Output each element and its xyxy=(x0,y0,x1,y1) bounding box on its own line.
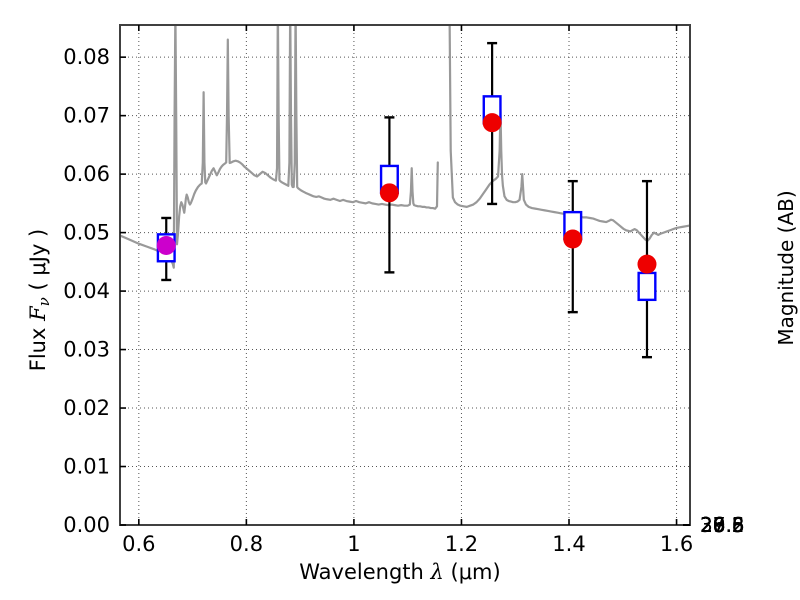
observed-photometry-marker-2 xyxy=(379,183,399,203)
spectrum-curve-0 xyxy=(120,25,439,269)
y-tick-label-6: 0.06 xyxy=(63,162,110,186)
x-axis-title: Wavelength λ (μm) xyxy=(0,560,800,584)
magnitude-tick-label-3: 27.2 xyxy=(700,513,745,537)
axis-ticks xyxy=(120,25,690,526)
axes-frame xyxy=(119,24,691,526)
y-tick-label-1: 0.01 xyxy=(63,455,110,479)
y-axis-title-right: Magnitude (AB) xyxy=(774,190,798,346)
y-axis-flux-symbol: F xyxy=(26,306,50,321)
x-axis-title-unit: (μm) xyxy=(443,560,501,584)
y-axis-title-left: Flux Fν ( μJy ) xyxy=(18,0,58,600)
y-tick-label-8: 0.08 xyxy=(63,45,110,69)
y-axis-title-prefix: Flux xyxy=(26,320,50,372)
spectrum-curves xyxy=(120,25,690,269)
y-tick-label-3: 0.03 xyxy=(63,338,110,362)
x-tick-label-3: 1.2 xyxy=(445,532,478,556)
magnitude-tick-label-6: 28.5 xyxy=(700,513,745,537)
y-tick-label-7: 0.07 xyxy=(63,104,110,128)
grid-lines xyxy=(120,25,690,526)
y-tick-label-5: 0.05 xyxy=(63,221,110,245)
x-tick-label-1: 0.8 xyxy=(230,532,263,556)
axis-tick-labels: 0.6 0.8 1 1.2 1.4 1.6 0.00 0.01 0.02 0.03 0.04 0.05… xyxy=(63,45,744,556)
observed-photometry-marker-4 xyxy=(563,229,583,249)
y-tick-label-0: 0.00 xyxy=(63,513,110,537)
x-tick-label-0: 0.6 xyxy=(122,532,155,556)
observed-photometry-marker-3 xyxy=(482,113,502,133)
magnitude-tick-label-1: 26.8 xyxy=(700,513,745,537)
x-tick-label-2: 1 xyxy=(347,532,360,556)
observed-photometry-marker-1 xyxy=(156,235,176,255)
magnitude-tick-label-0: 26.6 xyxy=(700,513,745,537)
axis-frame xyxy=(119,24,691,526)
error-bars xyxy=(161,41,652,359)
observed-photometry-marker-5 xyxy=(637,254,657,274)
model-photometry-box-5 xyxy=(637,271,657,302)
y-axis-title-unit: ( μJy ) xyxy=(26,228,50,298)
photometry-markers xyxy=(156,113,657,274)
x-tick-label-5: 1.6 xyxy=(660,532,693,556)
photometry-boxes xyxy=(156,95,657,302)
magnitude-tick-label-7: 29 xyxy=(700,513,725,537)
x-tick-label-4: 1.4 xyxy=(552,532,585,556)
y-tick-label-4: 0.04 xyxy=(63,279,110,303)
x-axis-lambda-symbol: λ xyxy=(430,560,444,584)
magnitude-tick-label-8: 30 xyxy=(700,513,725,537)
y-tick-label-2: 0.02 xyxy=(63,396,110,420)
spectrum-curve-1 xyxy=(448,25,690,242)
y-axis-nu-subscript: ν xyxy=(35,297,54,307)
x-axis-title-prefix: Wavelength xyxy=(299,560,431,584)
magnitude-tick-label-2: 27 xyxy=(700,513,725,537)
magnitude-tick-label-4: 27.5 xyxy=(700,513,745,537)
magnitude-tick-label-5: 28 xyxy=(700,513,725,537)
